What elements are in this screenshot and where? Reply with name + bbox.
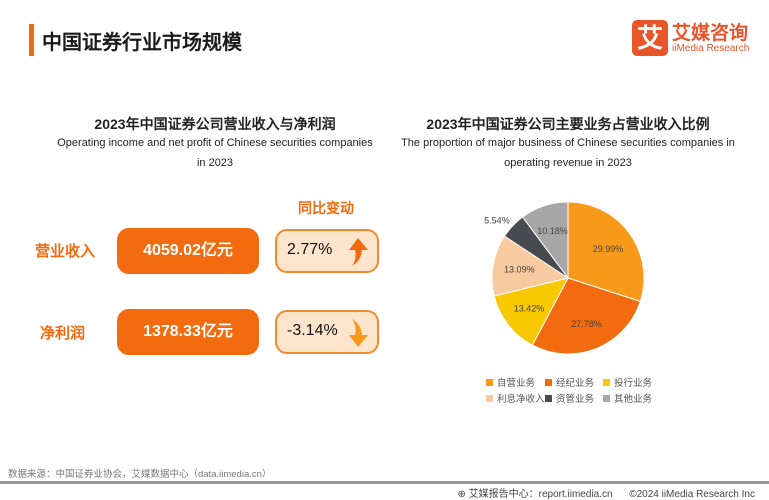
profit-label: 净利润 [40,325,86,342]
legend-swatch [603,378,610,386]
right-chart-subtitle-1: The proportion of major business of Chin… [401,137,735,149]
profit-change: -3.14% [287,322,338,339]
pie-label-1: 27.78% [571,319,602,329]
legend-swatch [545,394,552,402]
data-source: 数据来源：中国证券业协会，艾媒数据中心（data.iimedia.cn） [8,469,272,480]
right-chart-subtitle-2: operating revenue in 2023 [504,157,632,169]
legend-swatch [603,394,610,402]
legend-label: 利息净收入 [497,394,545,405]
footer-divider [0,481,769,484]
logo-mark: 艾 [632,20,668,56]
globe-icon: ⊕ [457,489,466,500]
left-chart-subtitle-1: Operating income and net profit of Chine… [57,137,373,149]
legend-swatch [486,378,493,386]
profit-change-box: -3.14% [275,310,379,354]
pie-label-0: 29.99% [593,244,624,254]
right-chart-title: 2023年中国证券公司主要业务占营业收入比例 [426,116,710,132]
legend-item: 投行业务 [603,375,652,389]
logo-en: iiMedia Research [672,43,750,54]
legend-swatch [545,378,552,386]
legend-label: 经纪业务 [556,378,595,389]
pie-slice-5 [521,201,569,280]
legend-item: 资管业务 [545,391,594,405]
legend-label: 其他业务 [614,394,653,405]
title-accent-bar [29,24,34,56]
pie-slice-1 [531,277,641,355]
pie-slice-0 [567,201,645,303]
page-title: 中国证券行业市场规模 [42,32,242,54]
left-chart-subtitle-2: in 2023 [196,157,234,169]
report-link[interactable]: 艾媒报告中心：report.iimedia.cn [468,489,613,500]
legend-label: 自营业务 [497,378,536,389]
copyright: ©2024 iiMedia Research Inc [629,489,755,500]
iimedia-logo: 艾 艾媒咨询 iiMedia Research [632,20,757,60]
legend-swatch [486,394,493,402]
legend-item: 经纪业务 [545,375,594,389]
pie-label-2: 13.42% [514,303,545,313]
pie-slice-3 [491,235,570,297]
legend-item: 利息净收入 [486,391,545,405]
legend-item: 自营业务 [486,375,535,389]
pie-label-3: 13.09% [504,265,535,275]
left-chart-title: 2023年中国证券公司营业收入与净利润 [94,116,336,132]
legend-item: 其他业务 [603,391,652,405]
arrow-up-icon [349,238,368,266]
profit-value: 1378.33亿元 [117,309,259,355]
pie-label-4: 5.54% [484,215,510,225]
pie-slice-2 [493,277,569,346]
revenue-label: 营业收入 [35,243,96,260]
pie-label-5: 10.18% [537,226,568,236]
footer: ⊕ 艾媒报告中心：report.iimedia.cn ©2024 iiMedia… [457,485,755,500]
logo-cn: 艾媒咨询 [672,23,749,44]
arrow-down-icon [349,319,368,347]
revenue-change: 2.77% [287,241,333,258]
revenue-value: 4059.02亿元 [117,228,259,274]
change-header: 同比变动 [298,200,354,216]
revenue-change-box: 2.77% [275,229,379,273]
legend-label: 资管业务 [556,394,595,405]
legend-label: 投行业务 [614,378,653,389]
